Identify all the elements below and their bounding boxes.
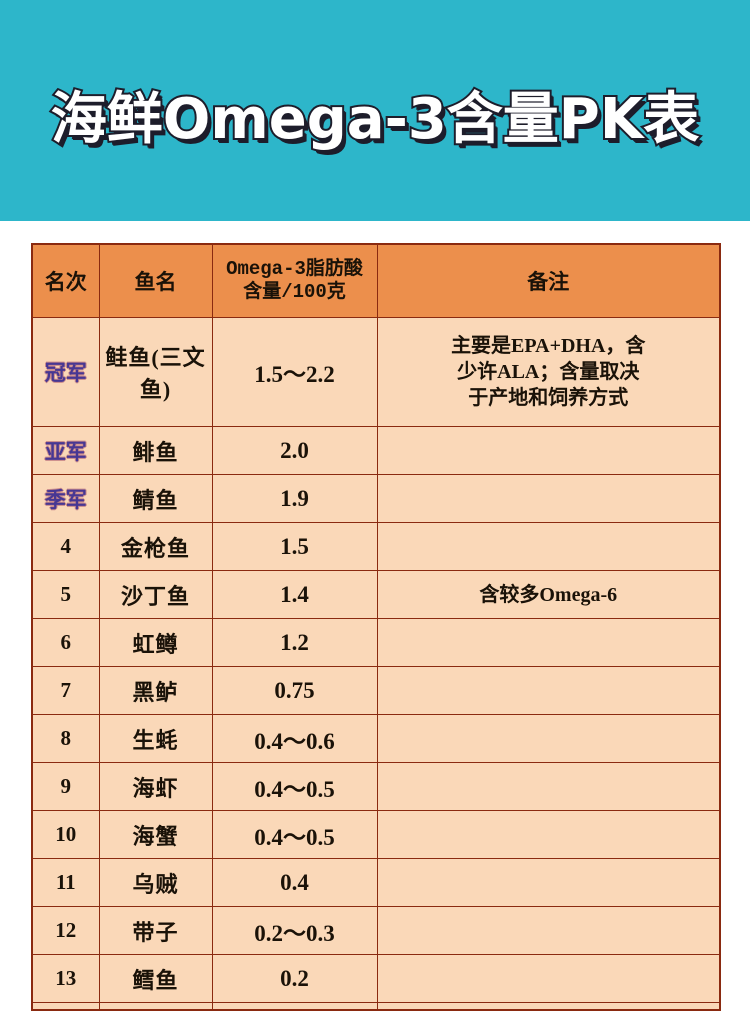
cell-fish-name: 鲭鱼 xyxy=(98,474,213,523)
table-row: 冠军 鲑鱼(三文鱼) 1.5～2.2 主要是EPA+DHA，含 少许ALA；含量… xyxy=(31,317,721,427)
cell-remark-line1: 主要是EPA+DHA，含 xyxy=(451,335,646,357)
cell-fish-name: 鲱鱼 xyxy=(98,426,213,475)
cell-omega3-value: 2.0 xyxy=(211,426,378,475)
cell-remark: 主要是EPA+DHA，含 少许ALA；含量取决 于产地和饲养方式 xyxy=(376,317,721,427)
cell-omega3-value: 1.5 xyxy=(211,522,378,571)
cell-omega3-value: 1.9 xyxy=(211,474,378,523)
cell-rank: 6 xyxy=(31,618,100,667)
cell-omega3-value: 0.2～0.3 xyxy=(211,906,378,955)
table-row: 季军 鲭鱼 1.9 xyxy=(31,474,721,523)
cell-fish-name: 虹鳟 xyxy=(98,618,213,667)
cell-remark xyxy=(376,474,721,523)
cell-rank: 季军 xyxy=(31,474,100,523)
column-header-omega3-line2: 含量/100克 xyxy=(243,281,346,303)
cell-fish-name: 海蟹 xyxy=(98,810,213,859)
table-row: 12 带子 0.2～0.3 xyxy=(31,906,721,955)
cell-rank: 4 xyxy=(31,522,100,571)
table-row: 6 虹鳟 1.2 xyxy=(31,618,721,667)
cell-remark xyxy=(376,714,721,763)
cell-omega3-value: 0.4 xyxy=(211,858,378,907)
cell-fish-name xyxy=(98,1002,213,1011)
column-header-omega3-line1: Omega-3脂肪酸 xyxy=(226,257,363,280)
table-row: 4 金枪鱼 1.5 xyxy=(31,522,721,571)
cell-fish-name: 鲑鱼(三文鱼) xyxy=(98,317,213,427)
cell-rank: 冠军 xyxy=(31,317,100,427)
table-row: 7 黑鲈 0.75 xyxy=(31,666,721,715)
cell-remark-line2: 少许ALA；含量取决 xyxy=(457,361,640,383)
cell-omega3-value: 0.4～0.5 xyxy=(211,810,378,859)
cell-rank: 11 xyxy=(31,858,100,907)
table-row: 5 沙丁鱼 1.4 含较多Omega-6 xyxy=(31,570,721,619)
cell-rank: 亚军 xyxy=(31,426,100,475)
column-header-omega3-content: Omega-3脂肪酸 含量/100克 xyxy=(211,243,378,318)
cell-remark xyxy=(376,762,721,811)
cell-remark xyxy=(376,426,721,475)
cell-remark xyxy=(376,954,721,1003)
cell-omega3-value: 0.2 xyxy=(211,954,378,1003)
cell-remark xyxy=(376,906,721,955)
cell-remark: 含较多Omega-6 xyxy=(376,570,721,619)
cell-rank: 9 xyxy=(31,762,100,811)
cell-fish-name: 鳕鱼 xyxy=(98,954,213,1003)
cell-omega3-value: 1.5～2.2 xyxy=(211,317,378,427)
cell-fish-name: 金枪鱼 xyxy=(98,522,213,571)
cell-fish-name: 生蚝 xyxy=(98,714,213,763)
cell-rank: 10 xyxy=(31,810,100,859)
cell-rank xyxy=(31,1002,100,1011)
header-row: 名次 鱼名 Omega-3脂肪酸 含量/100克 备注 xyxy=(31,243,721,318)
cell-remark xyxy=(376,810,721,859)
cell-omega3-value: 1.4 xyxy=(211,570,378,619)
cell-remark xyxy=(376,858,721,907)
cell-omega3-value: 1.2 xyxy=(211,618,378,667)
cell-remark xyxy=(376,1002,721,1011)
column-header-rank: 名次 xyxy=(31,243,100,318)
cell-omega3-value: 0.75 xyxy=(211,666,378,715)
cell-fish-name: 海虾 xyxy=(98,762,213,811)
cell-rank: 5 xyxy=(31,570,100,619)
omega3-content-table: 名次 鱼名 Omega-3脂肪酸 含量/100克 备注 冠军 鲑鱼(三文鱼) 1… xyxy=(31,243,721,1011)
cell-rank: 8 xyxy=(31,714,100,763)
cell-rank: 7 xyxy=(31,666,100,715)
cell-remark xyxy=(376,522,721,571)
cell-fish-name: 黑鲈 xyxy=(98,666,213,715)
cell-omega3-value: 0.4～0.6 xyxy=(211,714,378,763)
table-row: 11 乌贼 0.4 xyxy=(31,858,721,907)
cell-rank: 13 xyxy=(31,954,100,1003)
cell-omega3-value: 0.4～0.5 xyxy=(211,762,378,811)
cell-fish-name: 沙丁鱼 xyxy=(98,570,213,619)
table-row: 9 海虾 0.4～0.5 xyxy=(31,762,721,811)
cell-rank: 12 xyxy=(31,906,100,955)
table-row: 8 生蚝 0.4～0.6 xyxy=(31,714,721,763)
table-row: 亚军 鲱鱼 2.0 xyxy=(31,426,721,475)
cell-remark xyxy=(376,666,721,715)
cell-remark-line3: 于产地和饲养方式 xyxy=(468,387,629,409)
table-row: 13 鳕鱼 0.2 xyxy=(31,954,721,1003)
cell-omega3-value xyxy=(211,1002,378,1011)
table-body: 冠军 鲑鱼(三文鱼) 1.5～2.2 主要是EPA+DHA，含 少许ALA；含量… xyxy=(31,317,721,1011)
title-banner: 海鲜Omega-3含量PK表 xyxy=(0,0,750,221)
cell-remark xyxy=(376,618,721,667)
column-header-remarks: 备注 xyxy=(376,243,721,318)
page-title: 海鲜Omega-3含量PK表 xyxy=(49,86,701,152)
column-header-fish-name: 鱼名 xyxy=(98,243,213,318)
cell-fish-name: 带子 xyxy=(98,906,213,955)
table-row-clipped xyxy=(31,1002,721,1011)
table-header: 名次 鱼名 Omega-3脂肪酸 含量/100克 备注 xyxy=(31,243,721,318)
cell-fish-name: 乌贼 xyxy=(98,858,213,907)
table-row: 10 海蟹 0.4～0.5 xyxy=(31,810,721,859)
